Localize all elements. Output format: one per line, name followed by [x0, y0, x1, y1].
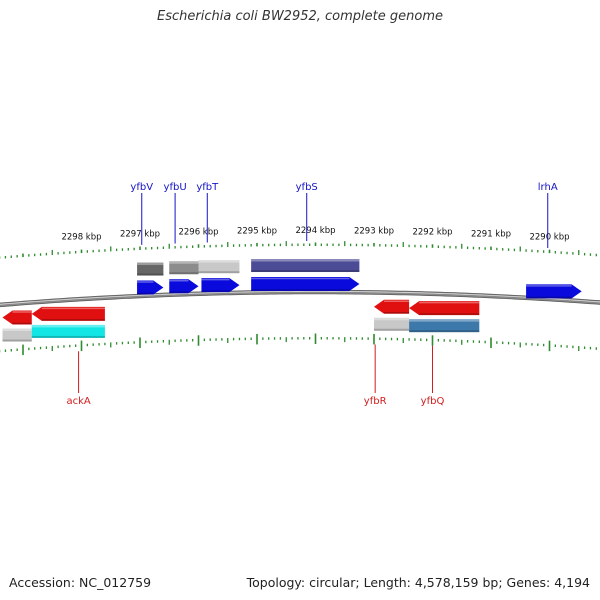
gene-arrow-body: [31, 306, 105, 321]
feature-bar-light: [409, 319, 480, 322]
gene-tracks: [2, 277, 582, 325]
topology-text: Topology: circular; Length: 4,578,159 bp…: [246, 575, 590, 590]
scale-label: 2290 kbp: [529, 232, 569, 242]
backbone-layer: [0, 289, 600, 308]
feature-tracks: [2, 259, 480, 342]
feature-bar-body: [198, 260, 240, 274]
gene-arrow-body: [169, 279, 199, 294]
feature-bar-body: [169, 261, 199, 275]
gene-arrow-yfbS: [251, 277, 360, 292]
gene-arrow-lrhA: [526, 284, 582, 299]
gene-arrow-body: [251, 277, 360, 292]
feature-bar-body: [251, 259, 360, 273]
map-title: Escherichia coli BW2952, complete genome: [157, 9, 443, 24]
gene-arrow-yfbQ: [409, 301, 480, 316]
scale-label: 2295 kbp: [237, 226, 277, 236]
gene-label-yfbR: yfbR: [364, 396, 387, 407]
feature-bar-outer: [137, 262, 164, 276]
gene-arrow-yfbR: [374, 299, 410, 314]
feature-bar-body: [2, 328, 32, 342]
scale-label: 2296 kbp: [178, 228, 218, 238]
accession-text: Accession: NC_012759: [9, 575, 152, 590]
gene-arrow-unnamed: [2, 310, 32, 325]
feature-bar-shade: [409, 330, 480, 333]
feature-bar-body: [374, 317, 410, 331]
gene-arrow-body: [374, 299, 410, 314]
feature-bar-body: [31, 324, 105, 338]
feature-bar-light: [374, 317, 410, 321]
gene-arrow-ackA: [31, 306, 105, 321]
gene-labels: yfbV yfbU yfbT yfbS lrhA ackA yfbR yfbQ: [66, 182, 557, 407]
gene-arrow-yfbU: [169, 279, 199, 294]
gene-arrow-yfbV: [137, 280, 164, 295]
gene-arrow-body: [201, 278, 240, 293]
gene-label-yfbS: yfbS: [296, 182, 318, 193]
gene-arrow-body: [409, 301, 480, 316]
feature-bar-shade: [2, 339, 32, 342]
feature-bar-body: [409, 319, 480, 333]
feature-bar-shade: [137, 273, 164, 276]
feature-bar-inner: [409, 319, 480, 333]
feature-bar-shade: [31, 335, 105, 338]
gene-arrow-body: [137, 280, 164, 295]
scale-label: 2293 kbp: [354, 226, 394, 236]
scale-label: 2297 kbp: [120, 230, 160, 240]
scale-label: 2292 kbp: [412, 228, 452, 238]
feature-bar-outer: [169, 261, 199, 275]
backbone: [0, 290, 600, 307]
scale-label: 2294 kbp: [295, 226, 335, 236]
gene-label-yfbQ: yfbQ: [421, 396, 445, 407]
gene-label-ackA: ackA: [66, 396, 90, 407]
feature-bar-inner: [31, 324, 105, 338]
feature-bar-outer: [198, 260, 240, 274]
feature-bar-inner: [374, 317, 410, 331]
gene-label-yfbV: yfbV: [130, 182, 153, 193]
backbone-highlight: [0, 290, 600, 305]
feature-bar-shade: [251, 270, 360, 273]
feature-bar-light: [31, 324, 105, 328]
feature-bar-light: [169, 261, 199, 264]
gene-arrow-body: [2, 310, 32, 325]
feature-bar-light: [137, 262, 164, 266]
feature-bar-shade: [198, 271, 240, 274]
gene-label-lrhA: lrhA: [538, 182, 558, 193]
feature-bar-shade: [169, 272, 199, 275]
gene-label-yfbT: yfbT: [196, 182, 219, 193]
feature-bar-light: [198, 260, 240, 263]
scale-label: 2298 kbp: [61, 232, 101, 242]
ruler-ticks: 2298 kbp 2297 kbp 2296 kbp 2295 kbp 2294 kbp…: [0, 226, 597, 356]
scale-label: 2291 kbp: [471, 230, 511, 240]
feature-bar-light: [251, 259, 360, 262]
gene-arrow-body: [526, 284, 582, 299]
gene-label-yfbU: yfbU: [164, 182, 187, 193]
feature-bar-outer: [251, 259, 360, 273]
gene-arrow-yfbT: [201, 278, 240, 293]
feature-bar-shade: [374, 328, 410, 331]
feature-bar-light: [2, 328, 32, 332]
feature-bar-inner: [2, 328, 32, 342]
feature-bar-body: [137, 262, 164, 276]
